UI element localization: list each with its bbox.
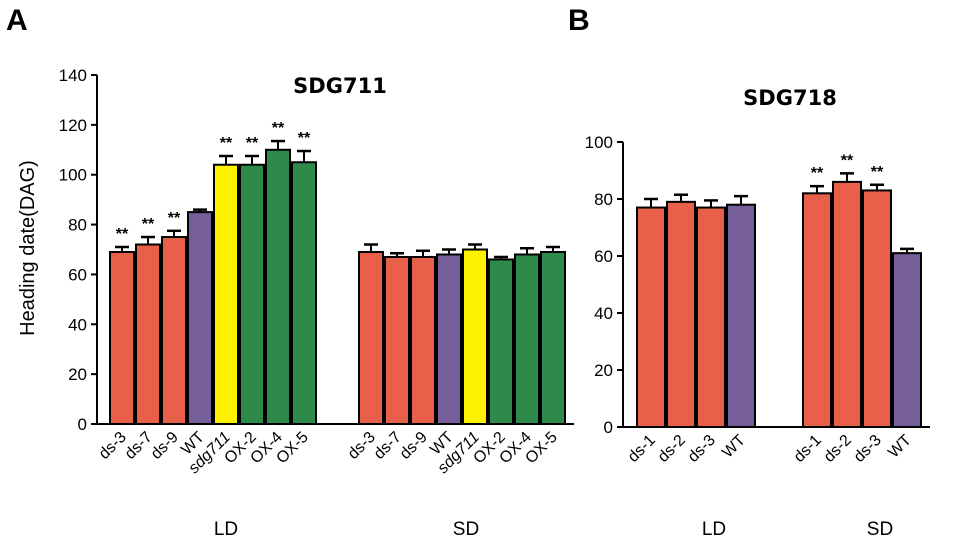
panel-a-bar-sd-ds-9-label: ds-9 xyxy=(397,429,431,463)
panel-b-y-tick-label: 0 xyxy=(604,418,613,437)
panel-a-bar-ld-ds-9 xyxy=(161,236,187,425)
panel-a-bar-sd-ds-3-label: ds-3 xyxy=(345,429,379,463)
panel-b-bar-sd-ds-2-label: ds-2 xyxy=(821,432,855,466)
panel-a-bar-ld-ds-7 xyxy=(135,243,161,425)
panel-a-bar-sd-ds-7-label: ds-7 xyxy=(371,429,405,463)
panel-a-y-tick-label: 140 xyxy=(59,66,87,85)
panel-a-bar-ld-ds-3-label: ds-3 xyxy=(96,429,130,463)
panel-b-y-tick-label: 100 xyxy=(585,133,613,152)
panel-b-bar-sd-wt xyxy=(892,252,922,428)
panel-a-bar-sd-ds-9 xyxy=(410,255,436,425)
panel-a-bar-ld-ds-3-significance: ** xyxy=(116,226,129,243)
panel-b-bar-ld-ds-3-label: ds-3 xyxy=(685,432,719,466)
panel-a-bar-ld-ox-4-significance: ** xyxy=(272,120,285,137)
panel-a-bar-ld-sdg711 xyxy=(213,163,239,425)
panel-b-bar-sd-ds-3-significance: ** xyxy=(871,164,884,181)
panel-b-letter: B xyxy=(568,4,590,37)
panel-a-bar-ld-ox-2-significance: ** xyxy=(246,135,259,152)
panel-a-bar-sd-ds-7 xyxy=(384,255,410,425)
panel-a-bar-ld-wt xyxy=(187,211,213,425)
panel-b-bar-ld-ds-1-label: ds-1 xyxy=(625,432,659,466)
panel-a-letter: A xyxy=(6,4,28,37)
panel-b-bar-ld-wt-label: WT xyxy=(719,432,749,462)
panel-b-bar-ld-ds-3 xyxy=(696,206,726,428)
panel-a-bar-ld-ds-9-label: ds-9 xyxy=(148,429,182,463)
panel-b-group-label-ld: LD xyxy=(702,519,726,540)
panel-a-bar-sd-ox-4 xyxy=(514,253,540,425)
panel-a-bar-ld-ox-4 xyxy=(265,148,291,426)
panel-b-bar-sd-ds-2 xyxy=(832,180,862,428)
panel-a-bar-ld-ds-9-significance: ** xyxy=(168,210,181,227)
panel-a-bar-ld-ox-2 xyxy=(239,163,265,425)
panel-a-y-tick-label: 40 xyxy=(68,315,87,334)
panel-a-bar-sd-ds-3 xyxy=(358,250,384,425)
panel-b-bar-ld-wt xyxy=(726,203,756,428)
panel-a-bar-sd-wt xyxy=(436,253,462,425)
panel-a-chart: A SDG711 Heading date(DAG) LD SD 0 20 40 60… xyxy=(6,4,574,540)
panel-a-y-tick-label: 80 xyxy=(68,216,87,235)
panel-a-y-tick-label: 120 xyxy=(59,116,87,135)
panel-a-y-tick-label: 60 xyxy=(68,265,87,284)
panel-b-bar-ld-ds-2 xyxy=(666,200,696,428)
panel-a-y-tick-label: 20 xyxy=(68,365,87,384)
panel-a-y-tick-label: 0 xyxy=(78,415,87,434)
panel-a-group-label-sd: SD xyxy=(453,519,479,540)
panel-a-bar-ld-sdg711-significance: ** xyxy=(220,135,233,152)
panel-a-bar-sd-sdg711 xyxy=(462,248,488,425)
panel-a-group-label-ld: LD xyxy=(214,519,238,540)
panel-a-bar-ld-ox-5 xyxy=(291,161,317,425)
panel-b-bar-ld-ds-2-label: ds-2 xyxy=(655,432,689,466)
panel-b-bar-sd-ds-1-significance: ** xyxy=(811,165,824,182)
panel-b-title: SDG718 xyxy=(743,86,837,110)
panel-a-title: SDG711 xyxy=(293,74,387,98)
panel-b-group-label-sd: SD xyxy=(867,519,893,540)
panel-a-bar-ld-ds-3 xyxy=(109,250,135,425)
panel-a-bar-ld-ox-5-significance: ** xyxy=(298,130,311,147)
panel-a-bar-sd-ox-5 xyxy=(540,250,566,425)
panel-b-y-tick-label: 20 xyxy=(594,361,613,380)
panel-a-bar-sd-ox-2 xyxy=(488,258,514,425)
panel-b-bar-sd-ds-3 xyxy=(862,189,892,428)
panel-a-bar-ld-ds-7-label: ds-7 xyxy=(122,429,156,463)
panel-b-y-tick-label: 40 xyxy=(594,304,613,323)
panel-b-bar-sd-ds-1-label: ds-1 xyxy=(791,432,825,466)
panel-b-bar-sd-ds-1 xyxy=(802,192,832,428)
panel-b-y-tick-label: 60 xyxy=(594,247,613,266)
panel-b-bar-sd-ds-3-label: ds-3 xyxy=(851,432,885,466)
panel-b-bar-sd-ds-2-significance: ** xyxy=(841,152,854,169)
panel-b-y-tick-label: 80 xyxy=(594,190,613,209)
panel-a-y-axis-label: Heading date(DAG) xyxy=(17,160,39,336)
panel-a-y-tick-label: 100 xyxy=(59,166,87,185)
panel-a-bar-ld-ds-7-significance: ** xyxy=(142,216,155,233)
panel-b-bar-ld-ds-1 xyxy=(636,206,666,428)
panel-b-bar-sd-wt-label: WT xyxy=(885,432,915,462)
